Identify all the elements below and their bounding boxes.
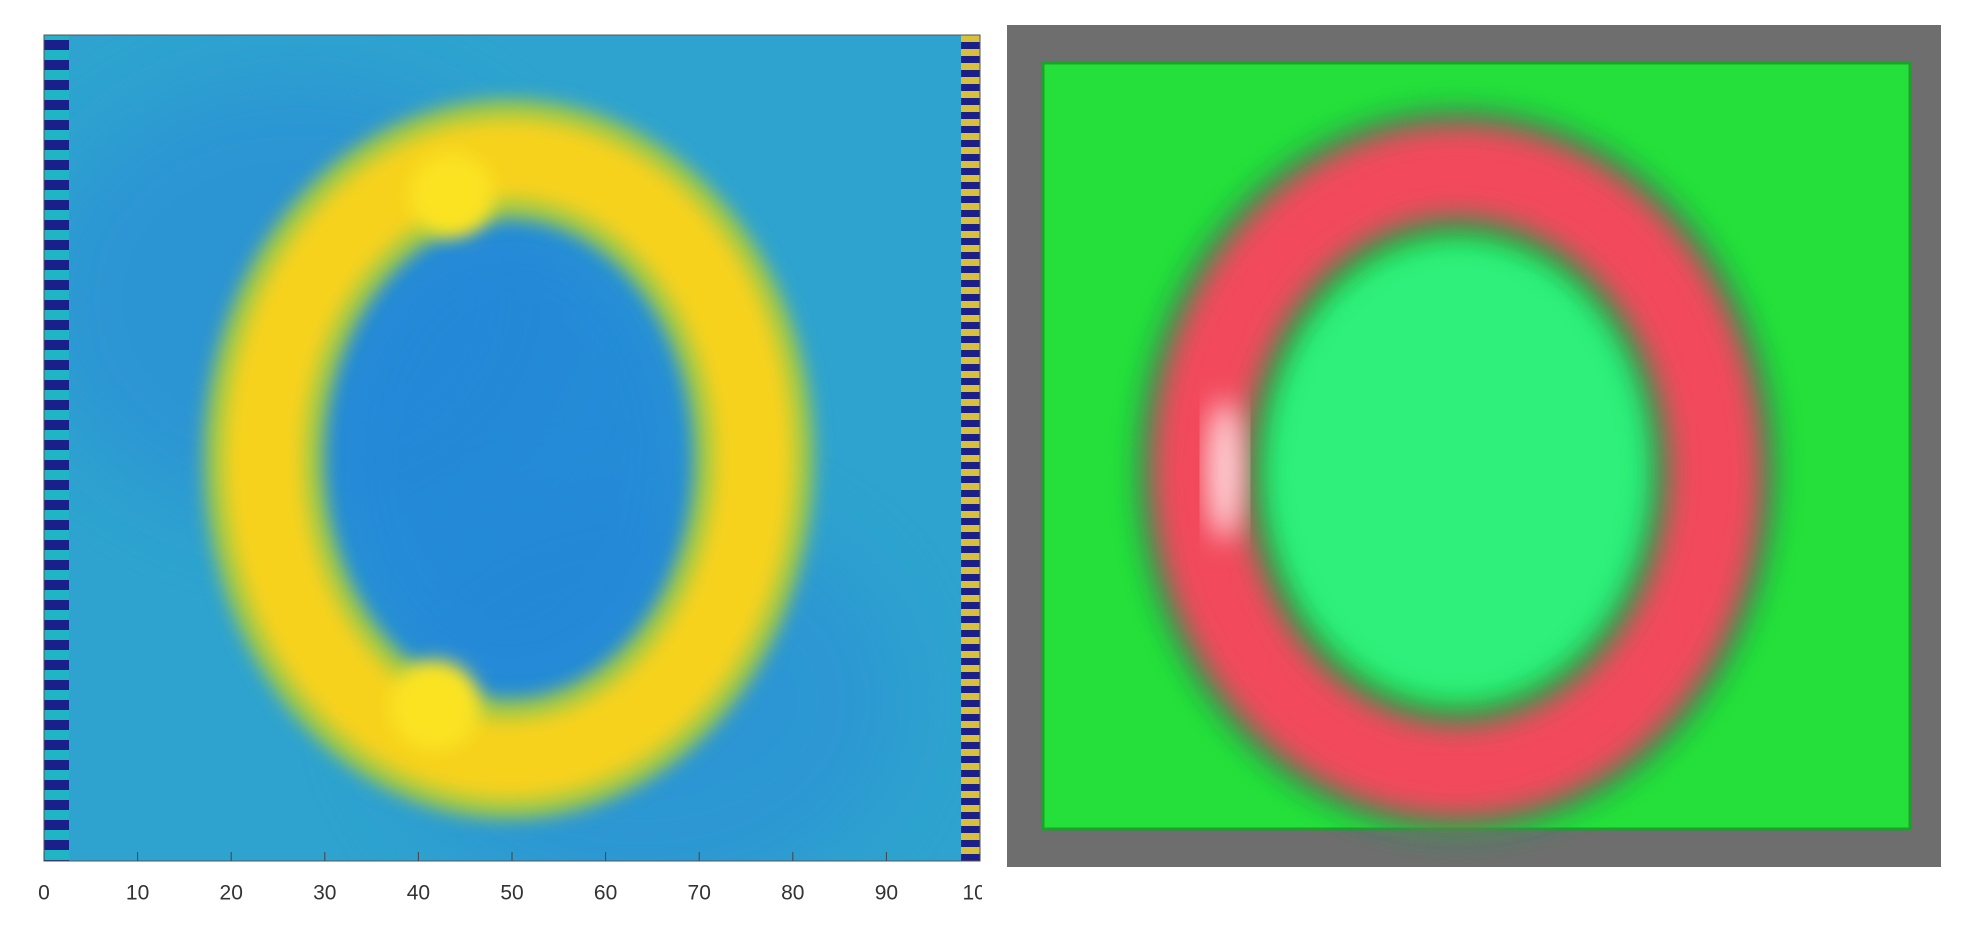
x-tick-label: 10 bbox=[126, 882, 149, 905]
x-tick-label: 30 bbox=[313, 882, 336, 905]
x-tick-label: 60 bbox=[594, 882, 617, 905]
x-tick-labels: 0 10 20 30 40 50 60 70 80 90 100 bbox=[38, 882, 997, 905]
x-tick-label: 90 bbox=[875, 882, 898, 905]
heatmap-panel: 0 10 20 30 40 50 60 70 80 90 100 bbox=[38, 34, 997, 905]
x-tick-label: 70 bbox=[688, 882, 711, 905]
x-tick-label: 100 bbox=[962, 882, 997, 905]
x-tick-label: 80 bbox=[781, 882, 804, 905]
x-tick-label: 0 bbox=[38, 882, 50, 905]
x-tick-label: 50 bbox=[500, 882, 523, 905]
overlay-image bbox=[1007, 25, 1941, 867]
x-axis: 0 10 20 30 40 50 60 70 80 90 100 bbox=[38, 852, 997, 905]
heatmap-image bbox=[44, 35, 980, 861]
x-tick-label: 20 bbox=[220, 882, 243, 905]
x-tick-label: 40 bbox=[407, 882, 430, 905]
